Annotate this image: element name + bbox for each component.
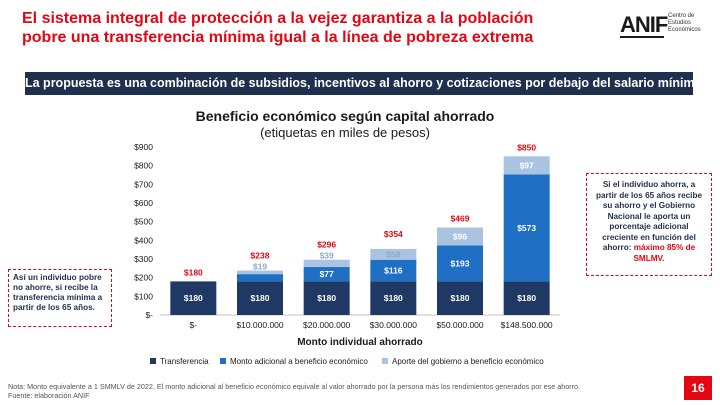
bar-segment — [370, 259, 417, 282]
legend-item-aporte: Aporte del gobierno a beneficio económic… — [382, 357, 544, 366]
data-label: $193 — [451, 258, 470, 268]
bar-segment — [503, 156, 550, 175]
y-tick-label: $600 — [134, 198, 153, 208]
logo-underline — [620, 36, 664, 38]
y-tick-label: $900 — [134, 142, 153, 152]
slide-title: El sistema integral de protección a la v… — [22, 10, 534, 46]
x-tick-label: $- — [190, 320, 198, 330]
total-label: $238 — [251, 251, 270, 261]
legend-label-transferencia: Transferencia — [160, 357, 209, 366]
bar-segment — [437, 245, 483, 282]
bar-segment — [437, 227, 483, 246]
data-label: $180 — [517, 293, 536, 303]
footnote-source: Fuente: elaboración ANIF — [8, 391, 90, 400]
y-tick-label: $700 — [134, 179, 153, 189]
y-tick-label: $300 — [134, 254, 153, 264]
callout-right-text: Si el individuo ahorra, a partir de los … — [595, 180, 703, 252]
logo-subtitle: Centro de Estudios Económicos — [668, 13, 701, 33]
bar-segment — [370, 281, 417, 315]
legend-item-monto: Monto adicional a beneficio económico — [220, 357, 368, 366]
callout-right-highlight: máximo 85% de SMLMV. — [633, 243, 696, 263]
y-tick-label: $500 — [134, 217, 153, 227]
bar-segment — [503, 174, 550, 282]
chart-legend: Transferencia Monto adicional a benefici… — [150, 357, 570, 369]
data-label: $97 — [520, 160, 534, 170]
data-label: $180 — [451, 293, 470, 303]
y-tick-label: $200 — [134, 273, 153, 283]
x-tick-label: $20.000.000 — [303, 320, 351, 330]
footnote: Nota: Monto equivalente a 1 SMMLV de 202… — [8, 382, 668, 400]
banner: La propuesta es una combinación de subsi… — [25, 72, 702, 95]
data-label: $39 — [320, 251, 334, 261]
data-label: $19 — [253, 262, 267, 272]
data-label: $58 — [386, 249, 400, 259]
total-label: $354 — [384, 229, 403, 239]
anif-logo: ANIF Centro de Estudios Económicos — [620, 10, 712, 40]
callout-left: Así un individuo pobre no ahorre, si rec… — [8, 269, 112, 327]
bar-segment — [303, 267, 350, 282]
legend-label-monto: Monto adicional a beneficio económico — [230, 357, 368, 366]
bar-segment — [237, 270, 283, 275]
x-tick-label: $148.500.000 — [501, 320, 553, 330]
legend-item-transferencia: Transferencia — [150, 357, 209, 366]
data-label: $573 — [517, 223, 536, 233]
total-label: $850 — [517, 142, 536, 152]
total-label: $296 — [317, 240, 336, 250]
y-tick-label: $400 — [134, 235, 153, 245]
x-axis-label: Monto individual ahorrado — [297, 337, 423, 348]
data-label: $96 — [453, 231, 467, 241]
data-label: $180 — [251, 293, 270, 303]
data-label: $77 — [320, 269, 334, 279]
bar-segment — [237, 274, 283, 282]
bar-segment — [437, 281, 483, 315]
x-tick-label: $30.000.000 — [370, 320, 418, 330]
x-tick-label: $50.000.000 — [436, 320, 484, 330]
chart-title: Beneficio económico según capital ahorra… — [195, 108, 495, 124]
page-number: 16 — [684, 376, 712, 400]
y-tick-label: $800 — [134, 161, 153, 171]
bar-segment — [370, 248, 417, 260]
legend-swatch-aporte — [382, 358, 388, 364]
bar-segment — [170, 281, 217, 315]
legend-label-aporte: Aporte del gobierno a beneficio económic… — [392, 357, 544, 366]
data-label: $180 — [384, 293, 403, 303]
y-tick-label: $- — [145, 310, 153, 320]
data-label: $116 — [384, 266, 403, 276]
chart-subtitle: (etiquetas en miles de pesos) — [260, 125, 430, 140]
callout-right: Si el individuo ahorra, a partir de los … — [586, 173, 712, 276]
footnote-note: Nota: Monto equivalente a 1 SMMLV de 202… — [8, 382, 581, 391]
total-label: $469 — [451, 213, 470, 223]
legend-swatch-transferencia — [150, 358, 156, 364]
data-label: $39 — [253, 265, 267, 275]
y-tick-label: $100 — [134, 291, 153, 301]
data-label: $180 — [317, 293, 336, 303]
total-label: $180 — [184, 267, 203, 277]
x-tick-label: $10.000.000 — [236, 320, 284, 330]
bar-segment — [303, 259, 350, 268]
bar-segment — [303, 281, 350, 315]
logo-mark: ANIF — [620, 12, 668, 37]
bar-segment — [503, 281, 550, 315]
data-label: $180 — [184, 293, 203, 303]
legend-swatch-monto — [220, 358, 226, 364]
bar-segment — [237, 281, 283, 315]
